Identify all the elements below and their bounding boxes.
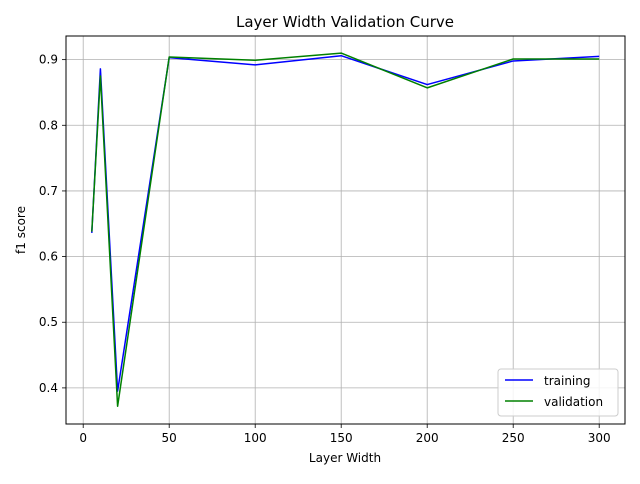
y-tick-label: 0.9 [39, 53, 58, 67]
x-tick-label: 300 [588, 431, 611, 445]
x-tick-label: 50 [162, 431, 177, 445]
y-tick-label: 0.8 [39, 118, 58, 132]
series-lines [91, 52, 600, 408]
x-axis-ticks: 0 50 100 150 200 250 300 [79, 424, 611, 445]
y-tick-label: 0.7 [39, 184, 58, 198]
x-tick-label: 100 [244, 431, 267, 445]
x-tick-label: 0 [79, 431, 87, 445]
y-tick-label: 0.5 [39, 315, 58, 329]
y-tick-label: 0.4 [39, 381, 58, 395]
x-tick-label: 250 [502, 431, 525, 445]
grid [66, 36, 625, 424]
y-axis-label: f1 score [14, 206, 28, 254]
plot-frame [65, 35, 626, 425]
x-tick-label: 150 [330, 431, 353, 445]
chart-title: Layer Width Validation Curve [236, 13, 454, 31]
series-line-validation [91, 52, 600, 408]
y-tick-label: 0.6 [39, 250, 58, 264]
legend-label-validation: validation [544, 395, 603, 409]
x-axis-label: Layer Width [309, 451, 381, 465]
x-tick-label: 200 [416, 431, 439, 445]
y-axis-ticks: 0.4 0.5 0.6 0.7 0.8 0.9 [39, 53, 66, 395]
legend-label-training: training [544, 374, 591, 388]
legend: training validation [497, 368, 619, 417]
